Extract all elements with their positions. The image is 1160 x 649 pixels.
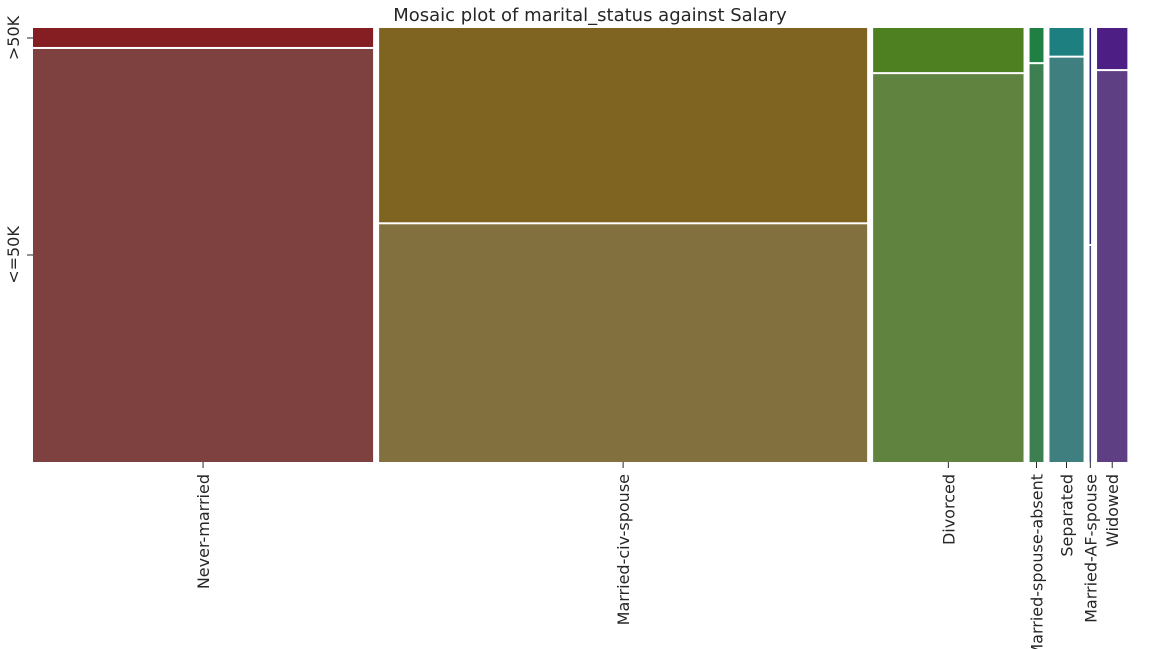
tile-separated-le50k bbox=[1049, 57, 1084, 462]
tile-never-married-gt50k bbox=[33, 28, 374, 47]
tile-married-spouse-absent-le50k bbox=[1029, 64, 1044, 463]
x-tick-label-married-civ-spouse: Married-civ-spouse bbox=[614, 474, 633, 625]
x-tick-label-widowed: Widowed bbox=[1103, 474, 1122, 547]
mosaic-tiles bbox=[33, 28, 1128, 463]
tile-married-af-spouse-le50k bbox=[1089, 246, 1092, 462]
x-tick-label-divorced: Divorced bbox=[939, 474, 958, 545]
tile-divorced-gt50k bbox=[873, 28, 1024, 73]
tile-married-civ-spouse-gt50k bbox=[379, 28, 868, 223]
tile-widowed-le50k bbox=[1097, 71, 1128, 463]
tile-separated-gt50k bbox=[1049, 28, 1084, 56]
tile-never-married-le50k bbox=[33, 48, 374, 463]
x-tick-label-never-married: Never-married bbox=[194, 474, 213, 589]
x-axis: Never-married Married-civ-spouse Divorced M… bbox=[194, 462, 1122, 649]
tile-married-af-spouse-gt50k bbox=[1089, 28, 1092, 244]
y-tick-label-gt50k: >50K bbox=[4, 15, 23, 60]
tile-married-spouse-absent-gt50k bbox=[1029, 28, 1044, 63]
y-axis: <=50K >50K bbox=[4, 15, 33, 284]
chart-title: Mosaic plot of marital_status against Sa… bbox=[393, 5, 787, 26]
x-tick-label-married-spouse-absent: Married-spouse-absent bbox=[1028, 474, 1047, 649]
tile-widowed-gt50k bbox=[1097, 28, 1128, 70]
tile-divorced-le50k bbox=[873, 74, 1024, 463]
x-tick-label-separated: Separated bbox=[1058, 474, 1077, 557]
y-tick-label-le50k: <=50K bbox=[4, 226, 23, 284]
tile-married-civ-spouse-le50k bbox=[379, 224, 868, 462]
x-tick-label-married-af-spouse: Married-AF-spouse bbox=[1081, 474, 1100, 623]
